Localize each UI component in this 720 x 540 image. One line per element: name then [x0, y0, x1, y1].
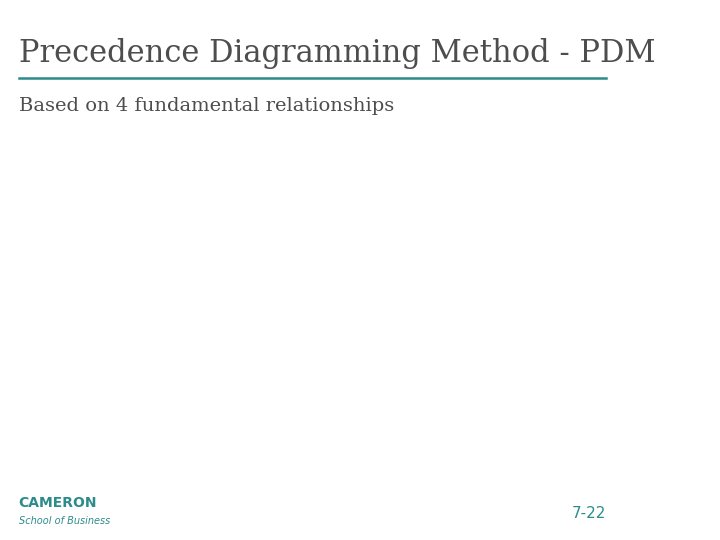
Text: Based on 4 fundamental relationships: Based on 4 fundamental relationships	[19, 97, 394, 115]
Text: CAMERON: CAMERON	[19, 496, 97, 510]
Text: 7-22: 7-22	[572, 506, 606, 521]
Text: School of Business: School of Business	[19, 516, 110, 526]
Text: Precedence Diagramming Method - PDM: Precedence Diagramming Method - PDM	[19, 38, 655, 69]
